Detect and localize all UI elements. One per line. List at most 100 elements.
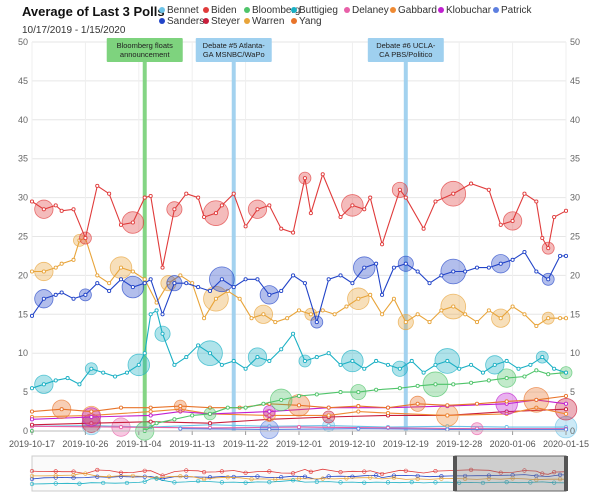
series-buttigieg xyxy=(29,308,569,394)
navigator-point xyxy=(243,480,248,485)
y-tick-label-left: 15 xyxy=(18,309,28,319)
data-point xyxy=(196,343,201,348)
data-point xyxy=(184,281,189,286)
data-point xyxy=(534,199,539,204)
data-point xyxy=(563,401,569,406)
data-point xyxy=(302,176,307,181)
data-point xyxy=(338,273,343,278)
data-point xyxy=(83,292,88,297)
data-point xyxy=(344,304,349,309)
navigator-point xyxy=(498,470,503,475)
data-point xyxy=(326,413,331,418)
navigator-point xyxy=(95,474,100,479)
data-point xyxy=(415,401,420,406)
data-point xyxy=(474,265,480,270)
data-point xyxy=(41,382,46,387)
navigator-point xyxy=(142,479,147,484)
data-point xyxy=(457,366,462,371)
data-point xyxy=(380,292,385,297)
legend-swatch xyxy=(159,18,165,24)
legend-swatch xyxy=(203,7,209,13)
navigator-point xyxy=(326,474,331,479)
data-point xyxy=(273,320,278,325)
navigator-point xyxy=(184,468,189,473)
data-point xyxy=(148,405,153,410)
data-point xyxy=(510,257,515,262)
navigator-point xyxy=(415,476,420,482)
data-point xyxy=(118,277,124,282)
data-point xyxy=(368,292,373,297)
navigator-point xyxy=(290,471,296,476)
data-point xyxy=(118,222,124,227)
series-biden xyxy=(29,171,569,270)
event-label-text: CA PBS/Politico xyxy=(379,50,432,59)
data-point xyxy=(350,358,355,364)
data-point xyxy=(451,269,456,274)
range-navigator[interactable] xyxy=(29,455,568,492)
navigator-point xyxy=(196,478,201,484)
data-point xyxy=(279,288,284,294)
data-point xyxy=(267,358,272,364)
data-point xyxy=(53,265,58,270)
x-tick-label: 2019-12-01 xyxy=(276,439,322,449)
data-point xyxy=(480,370,485,375)
data-point xyxy=(427,281,432,286)
data-point xyxy=(225,405,230,410)
data-point xyxy=(95,281,100,286)
data-point xyxy=(136,362,141,367)
event-label-text: GA MSNBC/WaPo xyxy=(203,50,265,59)
data-point xyxy=(154,421,159,426)
data-point xyxy=(154,308,159,313)
event-label-box xyxy=(195,38,272,62)
y-tick-label-left: 20 xyxy=(18,270,28,280)
navigator-point xyxy=(362,469,367,474)
navigator-point xyxy=(308,469,313,474)
legend-swatch xyxy=(344,7,350,13)
data-point xyxy=(469,380,474,385)
navigator-point xyxy=(53,469,58,474)
data-point xyxy=(107,191,112,196)
navigator-point xyxy=(243,470,248,475)
navigator-point xyxy=(124,480,130,486)
data-point xyxy=(207,351,213,356)
data-point xyxy=(255,277,260,282)
navigator-point xyxy=(77,481,82,486)
data-point xyxy=(445,413,450,418)
data-point xyxy=(403,320,408,325)
navigator-point xyxy=(374,473,379,478)
x-tick-label: 2019-12-19 xyxy=(383,439,429,449)
data-point xyxy=(486,308,491,313)
data-point xyxy=(296,403,302,408)
data-point xyxy=(130,285,135,290)
data-point xyxy=(142,195,147,200)
data-point xyxy=(546,372,551,377)
data-point xyxy=(107,288,112,294)
data-point xyxy=(486,265,491,270)
data-point xyxy=(439,308,444,313)
navigator-right-handle xyxy=(564,456,568,491)
data-point xyxy=(95,183,100,188)
navigator-point xyxy=(379,471,385,477)
event-label-text: announcement xyxy=(120,50,171,59)
navigator-point xyxy=(219,469,224,474)
data-point xyxy=(148,277,153,282)
data-point xyxy=(29,313,35,318)
y-tick-label-left: 50 xyxy=(18,37,28,47)
data-point xyxy=(118,405,124,410)
data-point xyxy=(29,417,35,422)
data-point xyxy=(77,382,82,387)
data-point xyxy=(326,277,331,282)
data-point xyxy=(552,366,557,371)
data-point xyxy=(29,422,35,427)
x-tick-label: 2019-10-26 xyxy=(62,439,108,449)
data-point xyxy=(207,421,213,426)
data-point xyxy=(463,312,468,317)
data-point xyxy=(172,207,177,212)
data-point xyxy=(89,409,94,414)
data-point xyxy=(130,269,135,274)
data-point xyxy=(563,370,569,375)
legend-label-warren: Warren xyxy=(252,16,284,27)
series-yang xyxy=(29,387,569,419)
